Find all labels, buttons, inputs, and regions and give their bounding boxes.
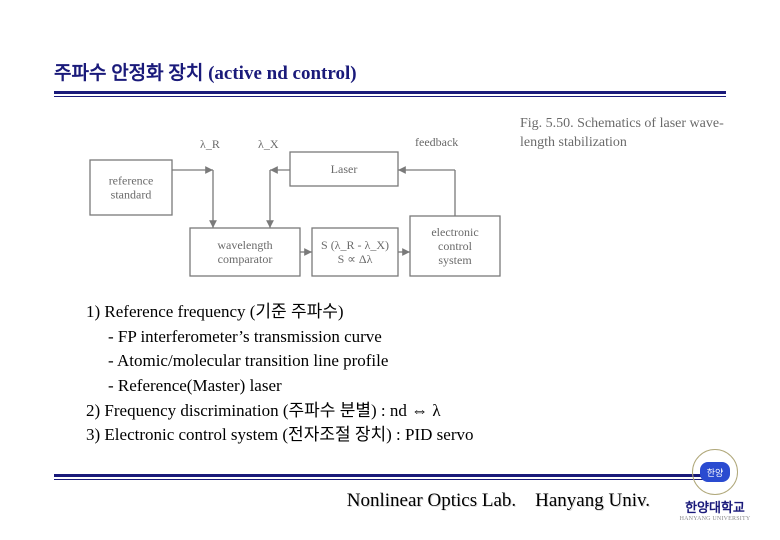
footer-rule-thin <box>54 479 726 480</box>
logo-english: HANYANG UNIVERSITY <box>660 516 770 522</box>
svg-text:comparator: comparator <box>218 252 273 266</box>
diagram-svg: referencestandard Laser wavelengthcomparat… <box>80 110 510 285</box>
svg-text:wavelength: wavelength <box>217 238 272 252</box>
body-line-2: - FP interferometer’s transmission curve <box>86 325 474 350</box>
svg-text:reference: reference <box>109 174 154 188</box>
body-line-4: - Reference(Master) laser <box>86 374 474 399</box>
slide-title: 주파수 안정화 장치 (active nd control) <box>54 58 726 89</box>
logo-korean: 한양대학교 <box>660 497 770 516</box>
footer-rule-thick <box>54 474 726 477</box>
svg-text:electronic: electronic <box>431 225 478 239</box>
footer-univ: Hanyang Univ. <box>535 490 650 511</box>
footer-rule <box>54 474 726 480</box>
body-line-1: 1) Reference frequency (기준 주파수) <box>86 300 474 325</box>
university-seal-icon: 한양 <box>692 449 738 495</box>
slide-title-block: 주파수 안정화 장치 (active nd control) <box>54 58 726 97</box>
svg-text:feedback: feedback <box>415 135 458 149</box>
body-text: 1) Reference frequency (기준 주파수) - FP int… <box>86 300 474 448</box>
svg-text:control: control <box>438 239 473 253</box>
svg-text:λ_X: λ_X <box>258 137 279 151</box>
body-line-5: 2) Frequency discrimination (주파수 분별) : n… <box>86 399 474 424</box>
university-logo: 한양 한양대학교 HANYANG UNIVERSITY <box>660 449 770 522</box>
svg-text:system: system <box>438 253 472 267</box>
svg-text:λ_R: λ_R <box>200 137 220 151</box>
svg-text:standard: standard <box>111 188 152 202</box>
svg-text:S ∝ Δλ: S ∝ Δλ <box>338 252 373 266</box>
footer-lab: Nonlinear Optics Lab. <box>347 490 516 511</box>
title-rule-thin <box>54 96 726 97</box>
block-diagram: referencestandard Laser wavelengthcomparat… <box>80 110 510 285</box>
svg-text:S (λ_R - λ_X): S (λ_R - λ_X) <box>321 238 389 252</box>
body-line-6: 3) Electronic control system (전자조절 장치) :… <box>86 423 474 448</box>
footer-text: Nonlinear Optics Lab. Hanyang Univ. <box>347 490 650 512</box>
body-line-3: - Atomic/molecular transition line profi… <box>86 349 474 374</box>
title-rule-thick <box>54 91 726 94</box>
seal-text: 한양 <box>700 462 730 482</box>
svg-text:Laser: Laser <box>331 162 358 176</box>
figure-caption: Fig. 5.50. Schematics of laser wave­leng… <box>520 115 730 153</box>
